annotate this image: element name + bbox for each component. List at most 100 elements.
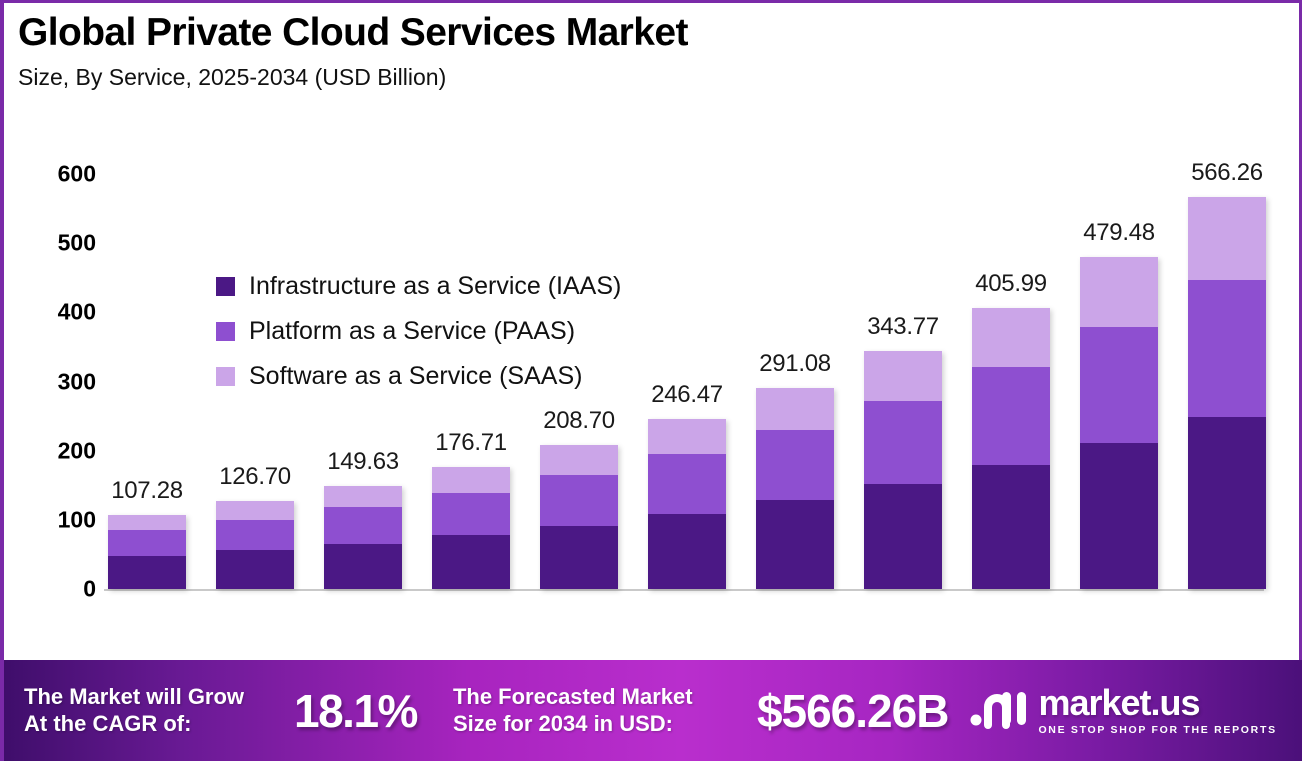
legend-swatch-icon (216, 322, 235, 341)
bar-stack[interactable] (324, 485, 402, 589)
forecast-size-value: $566.26B (756, 684, 949, 737)
cagr-label: The Market will Grow At the CAGR of: (24, 684, 284, 738)
bar-segment-iaas[interactable] (864, 484, 942, 589)
page-subtitle: Size, By Service, 2025-2034 (USD Billion… (18, 63, 447, 90)
bar-column[interactable]: 208.70 (540, 121, 618, 589)
bar-stack[interactable] (648, 418, 726, 589)
cagr-label-line1: The Market will Grow (24, 683, 245, 709)
chart-plot-area: 600 500 400 300 200 100 0 107.28 126.70 149.63 17… (4, 121, 1302, 751)
y-axis-tick: 200 (57, 437, 96, 464)
bar-column[interactable]: 343.77 (864, 121, 942, 589)
bar-segment-saas[interactable] (1188, 197, 1266, 280)
page-title: Global Private Cloud Services Market (18, 11, 688, 54)
bar-segment-iaas[interactable] (756, 500, 834, 589)
bar-column[interactable]: 405.99 (972, 121, 1050, 589)
bar-segment-saas[interactable] (324, 485, 402, 508)
bar-segment-iaas[interactable] (648, 514, 726, 589)
bar-stack[interactable] (864, 351, 942, 589)
forecast-size-label: The Forecasted Market Size for 2034 in U… (453, 684, 753, 738)
bar-segment-paas[interactable] (432, 492, 510, 536)
bar-segment-iaas[interactable] (324, 543, 402, 589)
bar-total-label: 107.28 (111, 476, 183, 504)
bar-total-label: 176.71 (435, 428, 507, 456)
bar-stack[interactable] (540, 444, 618, 589)
legend-swatch-icon (216, 367, 235, 386)
bar-segment-paas[interactable] (1188, 279, 1266, 417)
forecast-size-label-line2: Size for 2034 in USD: (452, 710, 674, 736)
forecast-size-label-line1: The Forecasted Market (452, 683, 693, 709)
bar-total-label: 405.99 (975, 270, 1047, 298)
bar-segment-iaas[interactable] (972, 465, 1050, 589)
bar-group: 107.28 126.70 149.63 176.71 208.70 246.47 291.… (108, 121, 1266, 589)
chart-legend: Infrastructure as a Service (IAAS) Platfo… (216, 264, 621, 399)
bar-stack[interactable] (216, 501, 294, 589)
bar-segment-saas[interactable] (108, 514, 186, 531)
bar-segment-iaas[interactable] (540, 525, 618, 589)
bar-segment-saas[interactable] (216, 501, 294, 520)
bar-segment-paas[interactable] (864, 401, 942, 485)
bar-segment-saas[interactable] (864, 351, 942, 402)
x-axis-line (104, 589, 1264, 591)
cagr-label-line2: At the CAGR of: (24, 710, 192, 736)
bar-stack[interactable] (1080, 257, 1158, 589)
market-us-logo-mark-icon (970, 687, 1028, 734)
y-axis-tick: 100 (57, 506, 96, 533)
y-axis-tick: 0 (83, 575, 96, 602)
bar-segment-paas[interactable] (972, 367, 1050, 466)
market-us-logo-tagline: ONE STOP SHOP FOR THE REPORTS (1038, 724, 1277, 736)
bar-stack[interactable] (756, 387, 834, 589)
bar-stack[interactable] (108, 514, 186, 589)
y-axis-tick: 600 (57, 160, 96, 187)
bar-segment-saas[interactable] (1080, 257, 1158, 328)
bar-segment-saas[interactable] (756, 387, 834, 430)
y-axis-tick: 300 (57, 368, 96, 394)
bar-column[interactable]: 149.63 (324, 121, 402, 589)
legend-label: Software as a Service (SAAS) (249, 362, 583, 390)
bar-stack[interactable] (1188, 197, 1266, 589)
bar-segment-iaas[interactable] (432, 535, 510, 589)
bar-column[interactable]: 479.48 (1080, 121, 1158, 589)
legend-item[interactable]: Platform as a Service (PAAS) (216, 309, 621, 354)
bar-segment-paas[interactable] (1080, 327, 1158, 444)
bar-segment-paas[interactable] (648, 454, 726, 515)
bar-column[interactable]: 566.26 (1188, 121, 1266, 589)
bar-column[interactable]: 126.70 (216, 121, 294, 589)
bar-segment-paas[interactable] (540, 475, 618, 526)
bar-total-label: 149.63 (327, 447, 399, 475)
bar-total-label: 291.08 (759, 349, 831, 377)
bar-segment-saas[interactable] (540, 444, 618, 476)
market-us-logo[interactable]: market.us ONE STOP SHOP FOR THE REPORTS (970, 685, 1276, 736)
bar-segment-saas[interactable] (432, 466, 510, 493)
bar-segment-saas[interactable] (648, 418, 726, 455)
bar-total-label: 126.70 (219, 463, 291, 491)
legend-swatch-icon (216, 277, 235, 296)
bar-total-label: 343.77 (867, 313, 939, 341)
bar-stack[interactable] (972, 308, 1050, 589)
bar-stack[interactable] (432, 466, 510, 589)
legend-item[interactable]: Infrastructure as a Service (IAAS) (216, 264, 621, 309)
legend-label: Platform as a Service (PAAS) (249, 317, 576, 345)
bar-segment-iaas[interactable] (1080, 443, 1158, 589)
y-axis-tick: 400 (57, 298, 96, 325)
bar-segment-saas[interactable] (972, 308, 1050, 368)
bar-total-label: 566.26 (1191, 159, 1263, 187)
header: Global Private Cloud Services Market Siz… (18, 11, 688, 91)
bar-segment-paas[interactable] (324, 507, 402, 544)
bar-segment-iaas[interactable] (216, 550, 294, 589)
bar-column[interactable]: 107.28 (108, 121, 186, 589)
legend-item[interactable]: Software as a Service (SAAS) (216, 354, 621, 399)
bar-column[interactable]: 246.47 (648, 121, 726, 589)
bar-column[interactable]: 291.08 (756, 121, 834, 589)
bar-segment-iaas[interactable] (108, 556, 186, 589)
bar-segment-paas[interactable] (108, 530, 186, 557)
y-axis-tick: 500 (57, 229, 96, 256)
bar-segment-paas[interactable] (216, 519, 294, 551)
bar-segment-iaas[interactable] (1188, 416, 1266, 589)
bar-column[interactable]: 176.71 (432, 121, 510, 589)
bar-total-label: 208.70 (543, 406, 615, 434)
bar-segment-paas[interactable] (756, 429, 834, 501)
bar-total-label: 479.48 (1083, 219, 1155, 247)
y-axis: 600 500 400 300 200 100 0 (14, 121, 96, 602)
footer-banner: The Market will Grow At the CAGR of: 18.… (4, 660, 1302, 761)
